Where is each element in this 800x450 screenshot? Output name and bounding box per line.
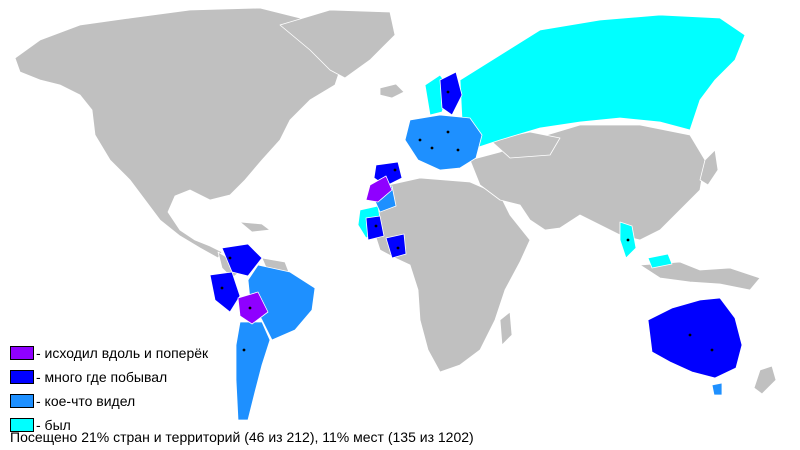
region-brazil <box>247 264 316 341</box>
madagascar <box>499 311 513 346</box>
place-marker <box>418 138 422 142</box>
new-zealand <box>753 365 777 395</box>
region-colombia-venezuela <box>221 243 263 277</box>
region-scandinavia <box>439 71 463 116</box>
crossed-regions <box>237 175 393 325</box>
legend-label: - исходил вдоль и поперёк <box>36 345 209 361</box>
legend-swatch <box>10 346 34 360</box>
north-america <box>14 7 346 259</box>
place-marker <box>446 130 450 134</box>
place-marker <box>710 348 714 352</box>
seen-some-regions <box>235 114 723 421</box>
visit-summary: Посещено 21% стран и территорий (46 из 2… <box>10 429 474 445</box>
place-marker <box>456 148 460 152</box>
place-marker <box>430 146 434 150</box>
region-australia <box>647 297 743 379</box>
region-malaysia <box>647 253 673 269</box>
iceland <box>379 83 405 99</box>
visited-many-regions <box>209 71 743 379</box>
japan <box>699 149 719 186</box>
caribbean <box>239 221 271 233</box>
region-guinea <box>385 233 407 259</box>
place-marker <box>446 90 450 94</box>
visited-place-markers <box>220 90 714 352</box>
greenland <box>279 9 396 79</box>
region-tasmania <box>711 382 723 396</box>
place-marker <box>393 168 397 172</box>
region-russia <box>459 14 746 151</box>
place-marker <box>626 238 630 242</box>
legend-label: - много где побывал <box>36 369 168 385</box>
region-west-africa-2 <box>365 215 385 241</box>
place-marker <box>220 286 224 290</box>
place-marker <box>242 348 246 352</box>
legend-label: - кое-что видел <box>36 393 136 409</box>
place-marker <box>248 306 252 310</box>
place-marker <box>688 333 692 337</box>
region-bolivia <box>237 291 269 325</box>
legend-label: - был <box>36 417 71 433</box>
place-marker <box>374 224 378 228</box>
place-marker <box>396 246 400 250</box>
legend-swatch <box>10 394 34 408</box>
indonesia <box>639 261 761 291</box>
region-argentina-chile <box>235 321 271 421</box>
been-regions <box>357 14 746 269</box>
africa <box>371 177 531 373</box>
legend-swatch <box>10 418 34 432</box>
place-marker <box>228 256 232 260</box>
legend-swatch <box>10 370 34 384</box>
region-peru <box>209 271 241 313</box>
region-morocco <box>365 175 393 203</box>
region-europe <box>404 114 483 171</box>
